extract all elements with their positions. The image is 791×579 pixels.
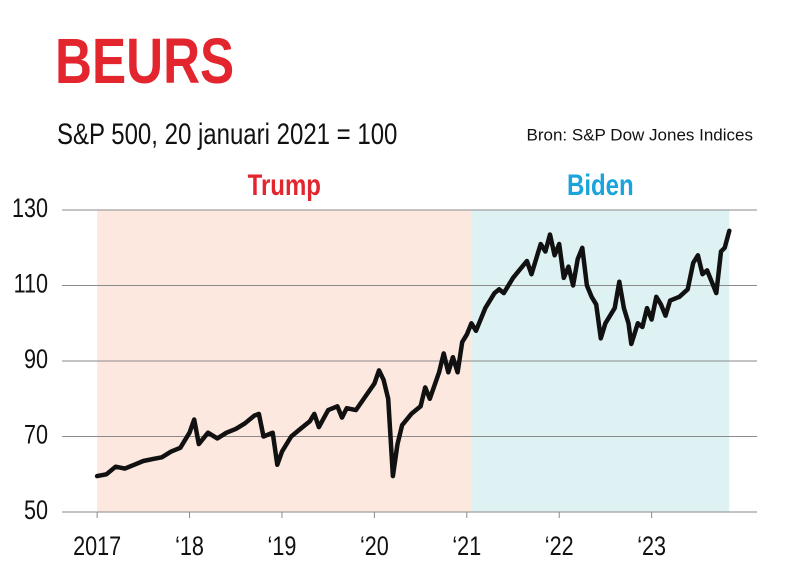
y-tick-label: 50 — [24, 496, 48, 526]
y-tick-label: 130 — [12, 194, 48, 224]
labels: BEURS S&P 500, 20 januari 2021 = 100 Bron:… — [12, 27, 753, 562]
period-label: Trump — [248, 167, 321, 201]
index-line — [94, 228, 732, 479]
y-tick-label: 70 — [24, 420, 48, 450]
x-tick-label: ‘21 — [452, 532, 481, 562]
marks — [94, 228, 732, 479]
x-tick-label: ‘22 — [545, 532, 574, 562]
grid — [62, 209, 757, 518]
y-tick-label: 90 — [24, 345, 48, 375]
period-label: Biden — [567, 167, 634, 201]
y-tick-label: 110 — [14, 269, 48, 299]
x-tick-label: 2017 — [73, 532, 121, 562]
x-tick-label: ‘23 — [637, 532, 666, 562]
source: Bron: S&P Dow Jones Indices — [527, 125, 753, 144]
chart-subtitle: S&P 500, 20 januari 2021 = 100 — [57, 116, 397, 150]
x-tick-label: ‘19 — [268, 532, 297, 562]
chart-title: BEURS — [55, 27, 234, 98]
x-tick-label: ‘18 — [175, 532, 204, 562]
x-tick-label: ‘20 — [360, 532, 389, 562]
